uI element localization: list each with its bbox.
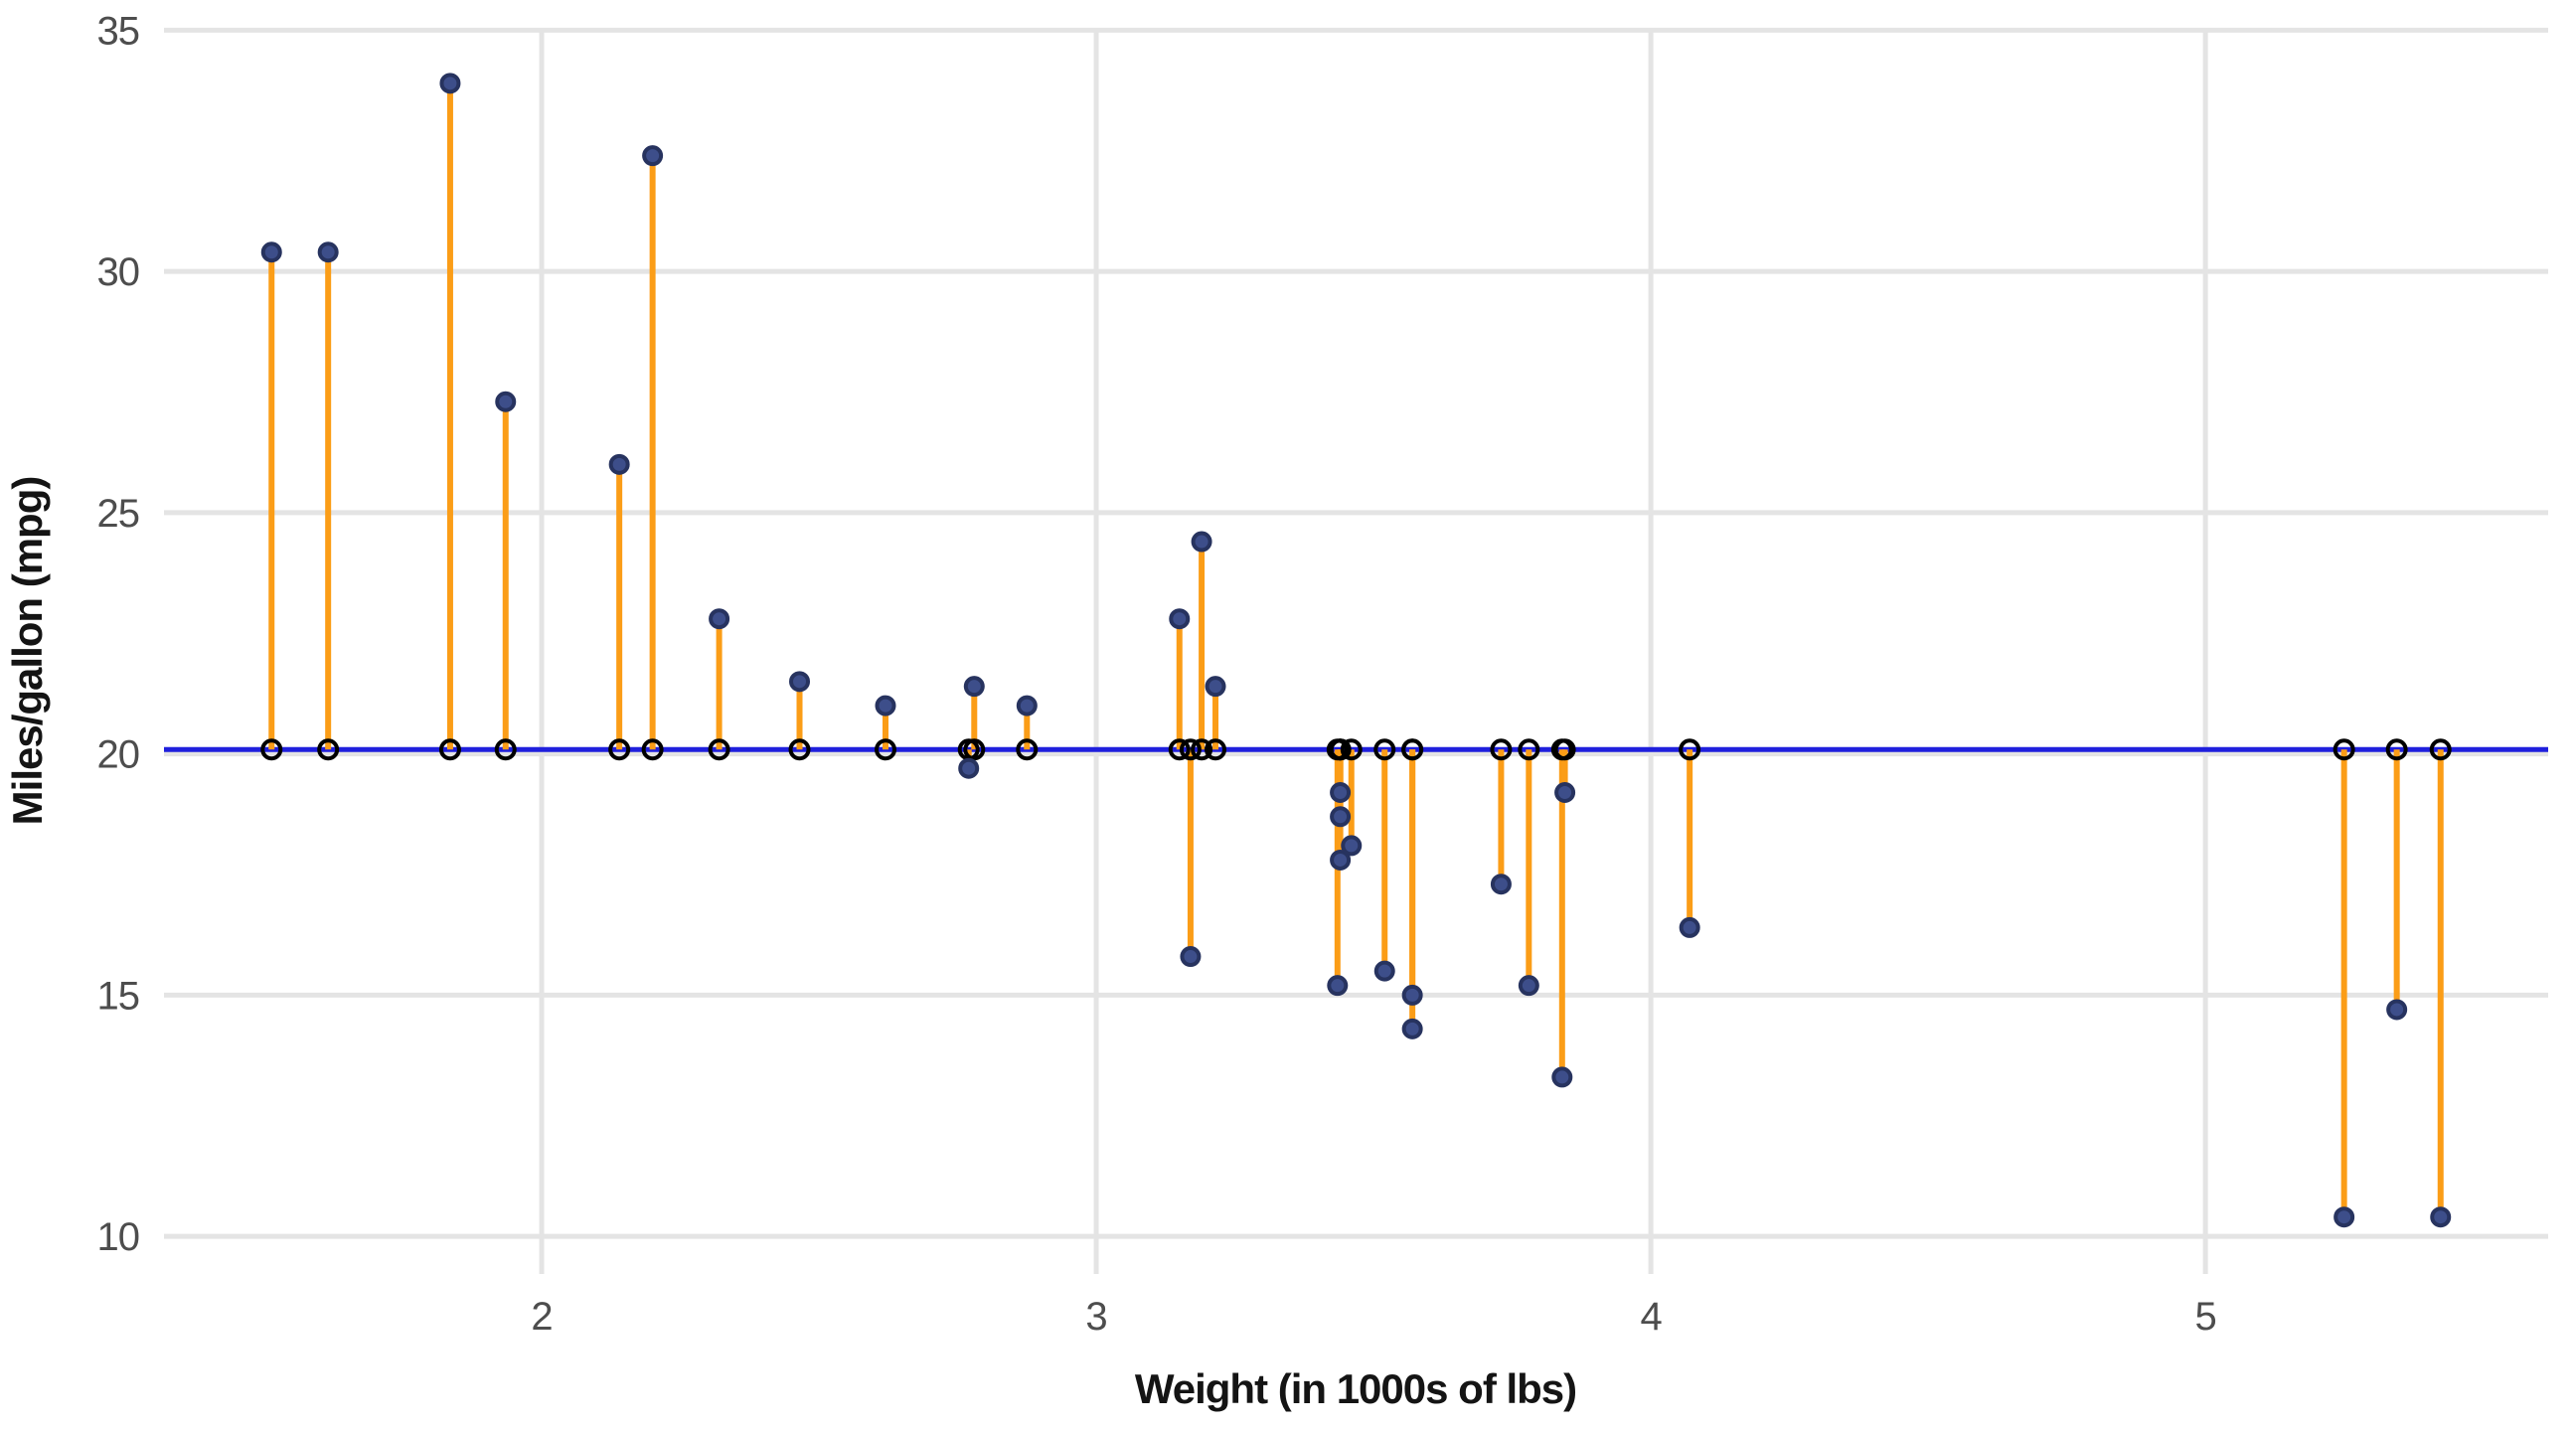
x-tick-label: 4 bbox=[1640, 1295, 1662, 1339]
data-point bbox=[789, 671, 811, 693]
fitted-point-open-circle bbox=[260, 738, 283, 761]
data-point bbox=[1169, 608, 1191, 630]
data-point bbox=[1401, 1018, 1423, 1039]
data-point bbox=[1518, 975, 1539, 997]
data-point bbox=[1373, 960, 1395, 982]
data-point bbox=[1490, 874, 1512, 895]
fitted-point-open-circle bbox=[788, 738, 811, 761]
data-point bbox=[642, 145, 664, 167]
data-point bbox=[608, 453, 630, 475]
data-point bbox=[1180, 946, 1202, 968]
data-point bbox=[1191, 531, 1212, 553]
fitted-point-open-circle bbox=[2385, 738, 2408, 761]
fitted-point-open-circle bbox=[317, 738, 340, 761]
y-tick-label: 30 bbox=[97, 250, 140, 294]
fitted-point-open-circle bbox=[1373, 738, 1396, 761]
fitted-point-open-circle bbox=[1016, 738, 1039, 761]
fitted-open-circles bbox=[260, 738, 2452, 761]
fitted-point-open-circle bbox=[1518, 738, 1540, 761]
y-tick-label: 15 bbox=[97, 974, 140, 1018]
data-point bbox=[709, 608, 730, 630]
data-point bbox=[1679, 916, 1700, 938]
y-tick-label: 10 bbox=[97, 1215, 140, 1259]
gridlines bbox=[164, 27, 2548, 1274]
data-point bbox=[1330, 849, 1352, 871]
data-point bbox=[1205, 676, 1226, 698]
fitted-point-open-circle bbox=[641, 738, 664, 761]
data-point bbox=[439, 73, 461, 94]
x-tick-label: 3 bbox=[1085, 1295, 1106, 1339]
fitted-point-open-circle bbox=[1191, 738, 1213, 761]
data-point bbox=[875, 695, 896, 716]
y-tick-label: 25 bbox=[97, 492, 140, 536]
data-point bbox=[2334, 1206, 2355, 1228]
data-point bbox=[1330, 781, 1352, 803]
data-point bbox=[495, 391, 517, 412]
y-tick-label: 20 bbox=[97, 733, 140, 777]
data-point bbox=[1341, 835, 1363, 857]
x-tick-label: 2 bbox=[531, 1295, 552, 1339]
y-axis-tick-labels: 10 15 20 25 30 35 bbox=[97, 9, 141, 1259]
data-point bbox=[1554, 781, 1576, 803]
fitted-point-open-circle bbox=[1679, 738, 1701, 761]
fitted-point-open-circle bbox=[1340, 738, 1363, 761]
data-point bbox=[1016, 695, 1038, 716]
x-tick-label: 5 bbox=[2195, 1295, 2216, 1339]
y-tick-label: 35 bbox=[97, 9, 140, 53]
data-point bbox=[2386, 999, 2408, 1021]
y-axis-title: Miles/gallon (mpg) bbox=[4, 477, 51, 826]
data-point bbox=[260, 241, 282, 263]
fitted-point-open-circle bbox=[494, 738, 517, 761]
data-point bbox=[1551, 1066, 1573, 1088]
data-point bbox=[2430, 1206, 2452, 1228]
x-axis-tick-labels: 2 3 4 5 bbox=[531, 1295, 2216, 1339]
fitted-point-open-circle bbox=[438, 738, 461, 761]
data-point bbox=[958, 757, 980, 779]
fitted-point-open-circle bbox=[1168, 738, 1191, 761]
fitted-point-open-circle bbox=[875, 738, 897, 761]
fitted-point-open-circle bbox=[2333, 738, 2355, 761]
fitted-point-open-circle bbox=[963, 738, 986, 761]
data-point bbox=[1401, 984, 1423, 1006]
fitted-point-open-circle bbox=[1553, 738, 1576, 761]
fitted-point-open-circle bbox=[1205, 738, 1227, 761]
fitted-point-open-circle bbox=[1329, 738, 1352, 761]
fitted-point-open-circle bbox=[608, 738, 631, 761]
fitted-point-open-circle bbox=[1490, 738, 1513, 761]
fitted-point-open-circle bbox=[1401, 738, 1424, 761]
data-point bbox=[317, 241, 339, 263]
data-points bbox=[260, 73, 2452, 1228]
data-point bbox=[1327, 975, 1349, 997]
fitted-point-open-circle bbox=[2429, 738, 2452, 761]
x-axis-title: Weight (in 1000s of lbs) bbox=[1135, 1365, 1576, 1412]
residual-segments bbox=[268, 82, 2444, 1217]
data-point bbox=[1330, 806, 1352, 828]
fitted-point-open-circle bbox=[1179, 738, 1202, 761]
fitted-point-open-circle bbox=[708, 738, 730, 761]
data-point bbox=[963, 676, 985, 698]
